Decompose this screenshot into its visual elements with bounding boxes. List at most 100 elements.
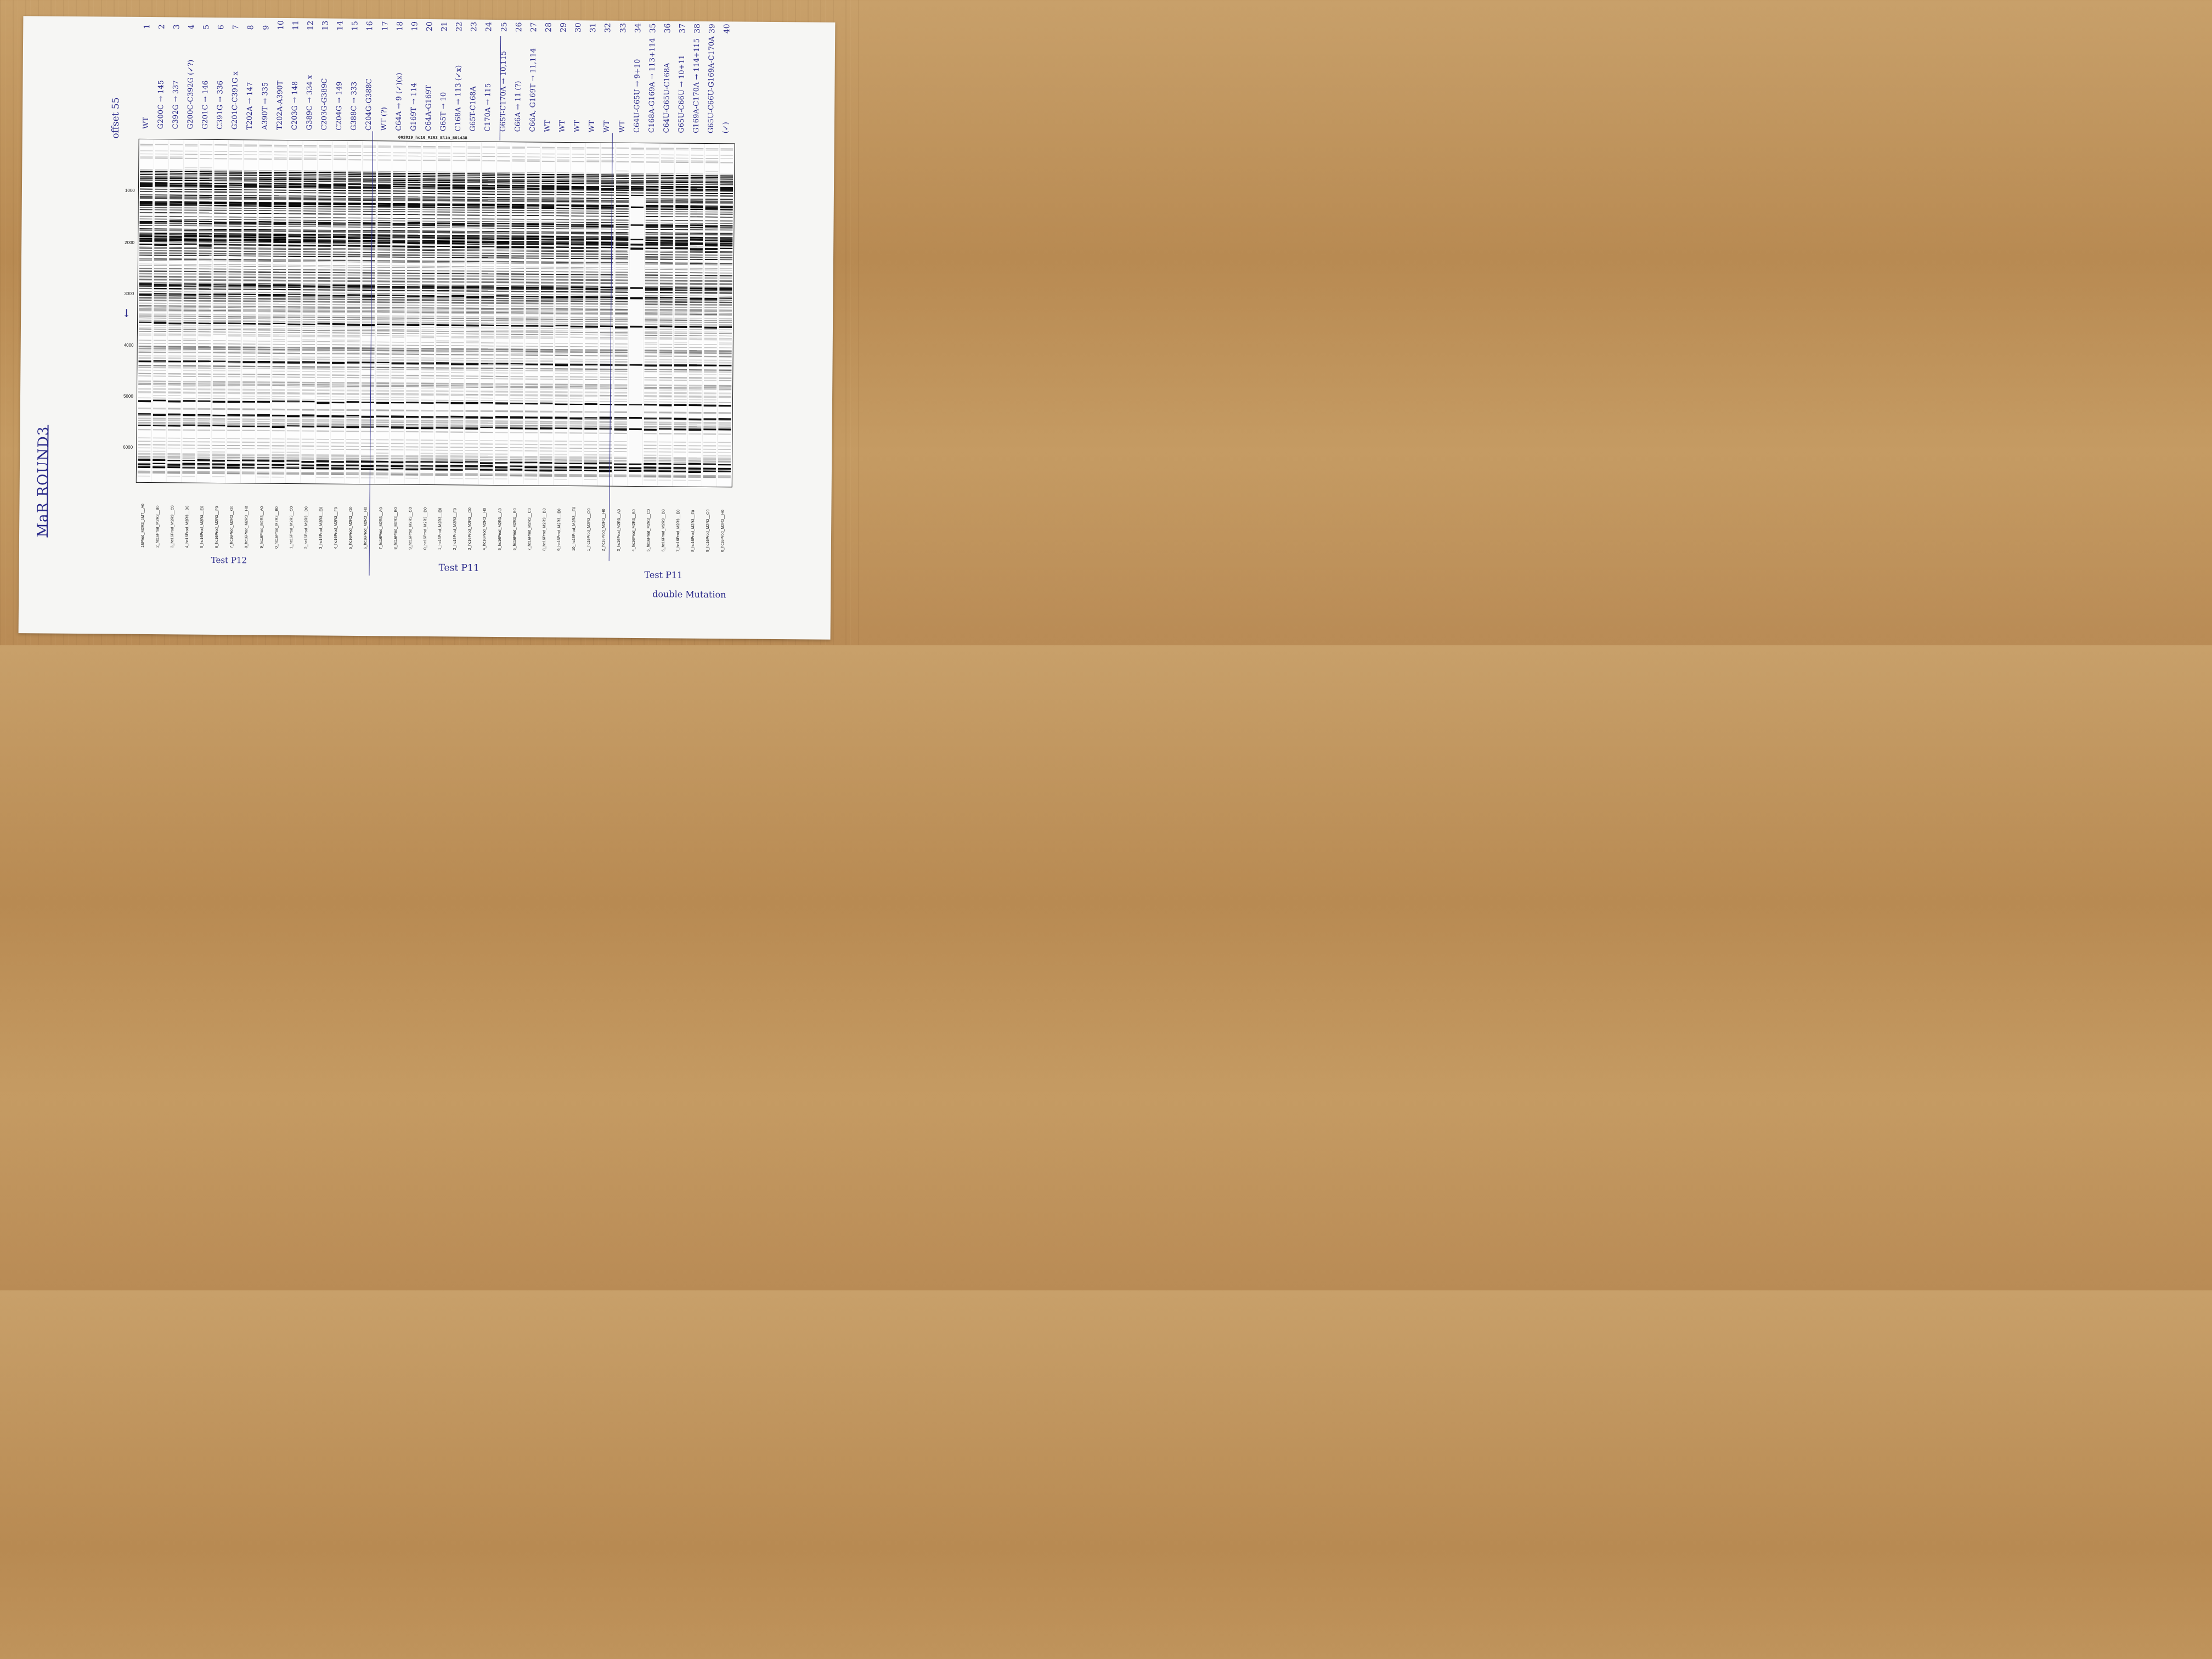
gel-lane — [346, 145, 362, 478]
gel-lane — [718, 148, 733, 478]
gel-lane — [197, 144, 213, 475]
mutation-annotation: WT — [558, 120, 567, 132]
mutation-annotation: C64U-G65U-C168A — [662, 63, 672, 133]
lane-label: 7_hc16Prod_M2R3__C0 — [527, 508, 532, 551]
mutation-annotation: G65T-C168A — [469, 86, 478, 132]
gel-lane — [673, 148, 689, 481]
lane-label: 5_hc16Prod_M2R3__E0 — [200, 506, 205, 548]
gel-lane — [167, 144, 183, 477]
lane-number: 7 — [232, 25, 241, 30]
gel-lane — [391, 145, 406, 476]
mutation-annotation: C168A-G169A → 113+114 — [647, 38, 657, 133]
lane-label: 5_hc16Prod_M2R3__G0 — [349, 506, 353, 549]
gel-lane — [212, 144, 228, 477]
gel-lane — [331, 145, 347, 478]
lane-label: 9_hc16Prod_M2R3__C0 — [408, 507, 413, 550]
lane-number: 1 — [142, 24, 151, 30]
group-sublabel-double-mutation: double Mutation — [652, 589, 726, 600]
lane-number: 15 — [351, 21, 360, 31]
printed-sheet: MaR ROUND3 offset 55 ↓ 062019_hc16_M2R3_… — [18, 16, 836, 640]
lane-number: 3 — [172, 24, 182, 30]
gel-lane — [465, 146, 481, 479]
gel-lane — [182, 144, 198, 477]
y-tick-label: 5000 — [123, 393, 133, 399]
gel-lane — [628, 147, 644, 478]
lane-number: 26 — [514, 22, 524, 32]
gel-lane — [554, 146, 570, 480]
lane-number: 18 — [395, 21, 405, 31]
lane-number: 8 — [246, 25, 256, 30]
lane-number: 33 — [618, 22, 628, 33]
gel-lane — [316, 145, 332, 478]
gel-lane — [644, 148, 659, 481]
lane-label: 3_hc16Prod_M2R3__C0 — [170, 505, 175, 548]
gel-lane — [256, 144, 272, 478]
mutation-annotation: (✓) — [722, 122, 731, 134]
y-tick-label: 3000 — [124, 291, 134, 296]
lane-number: 39 — [708, 24, 717, 34]
lane-number: 27 — [529, 22, 539, 32]
mutation-annotation: WT — [543, 120, 552, 132]
page-title: MaR ROUND3 — [34, 426, 52, 538]
mutation-annotation: G200C-C392G (✓?) — [186, 59, 195, 129]
lane-label: 9_hc16Prod_M2R3__A0 — [259, 506, 264, 549]
mutation-annotation: G389C → 334 x — [305, 75, 314, 131]
lane-number: 25 — [499, 22, 509, 32]
mutation-annotation: G388C → 333 — [350, 81, 359, 131]
mutation-annotation: C204G-G388C — [365, 78, 374, 131]
mutation-annotation: C168A → 113 (✓x) — [454, 65, 463, 132]
mutation-annotation: C170A → 115 — [484, 83, 493, 132]
mutation-annotation: WT — [588, 120, 597, 133]
lane-label: 7_hc16Prod_M2R3__A0 — [379, 507, 383, 550]
lane-number: 40 — [723, 24, 732, 34]
lane-number: 10 — [276, 20, 286, 30]
lane-label: 4_hc16Prod_M2R3__B0 — [631, 509, 636, 552]
lane-label: 9_hc16Prod_M2R3__G0 — [706, 509, 710, 552]
mutation-annotation: WT — [618, 120, 627, 133]
lane-number: 21 — [440, 21, 449, 32]
lane-label: 6_hc16Prod_M2R3__D0 — [661, 509, 666, 552]
lane-label: 3_hc16Prod_M2R3__G0 — [468, 507, 472, 550]
lane-label: 0_hc16Prod_M2R3__B0 — [274, 506, 279, 549]
offset-note: offset 55 — [110, 97, 122, 139]
gel-lane — [703, 148, 719, 478]
gel-lane — [450, 146, 466, 479]
lane-number: 38 — [693, 23, 702, 33]
gel-lane — [688, 148, 704, 481]
y-tick-label: 4000 — [123, 342, 134, 348]
mutation-annotation: G65U-C66U → 10+11 — [677, 54, 686, 133]
lane-number: 31 — [589, 22, 598, 33]
mutation-annotation: WT (?) — [380, 107, 388, 131]
mutation-annotation: C203G-G389C — [320, 78, 329, 131]
gel-lane — [241, 144, 257, 475]
gel-lane — [137, 143, 153, 477]
lane-label: 8_hc16Prod_M2R3__D0 — [542, 508, 547, 551]
gel-lane — [613, 147, 629, 477]
mutation-annotation: WT — [142, 116, 150, 129]
lane-number: 24 — [484, 21, 494, 32]
lane-number: 35 — [648, 23, 658, 33]
gel-lane — [227, 144, 242, 475]
mutation-annotation: C204G → 149 — [335, 81, 344, 131]
lane-number: 32 — [603, 22, 613, 33]
lane-number: 22 — [455, 21, 464, 32]
gel-lane — [510, 146, 525, 477]
lane-label: 2_hc16Prod_M2R3__F0 — [453, 508, 458, 550]
lane-number: 37 — [678, 23, 687, 33]
lane-number: 34 — [633, 23, 643, 33]
gel-title: 062019_hc16_M2R3_Elim_591438 — [398, 136, 467, 141]
mutation-annotation: C391G → 336 — [216, 80, 225, 130]
lane-number: 36 — [663, 23, 673, 33]
gel-lane — [524, 146, 540, 480]
lane-label: 8_hc16Prod_M2R3__H0 — [245, 506, 249, 549]
gel-lane — [420, 145, 436, 476]
gel-lane — [375, 145, 391, 479]
lane-label: 4_hc16Prod_M2R3__F0 — [334, 507, 338, 549]
gel-lane — [286, 145, 302, 475]
lane-label: 4_hc16Prod_M2R3__D0 — [185, 505, 190, 548]
mutation-annotation: G201C → 146 — [201, 80, 210, 129]
lane-number: 28 — [544, 22, 554, 32]
gel-lane — [494, 146, 510, 479]
gel-lane — [479, 146, 495, 479]
mutation-annotation: WT — [603, 120, 612, 133]
